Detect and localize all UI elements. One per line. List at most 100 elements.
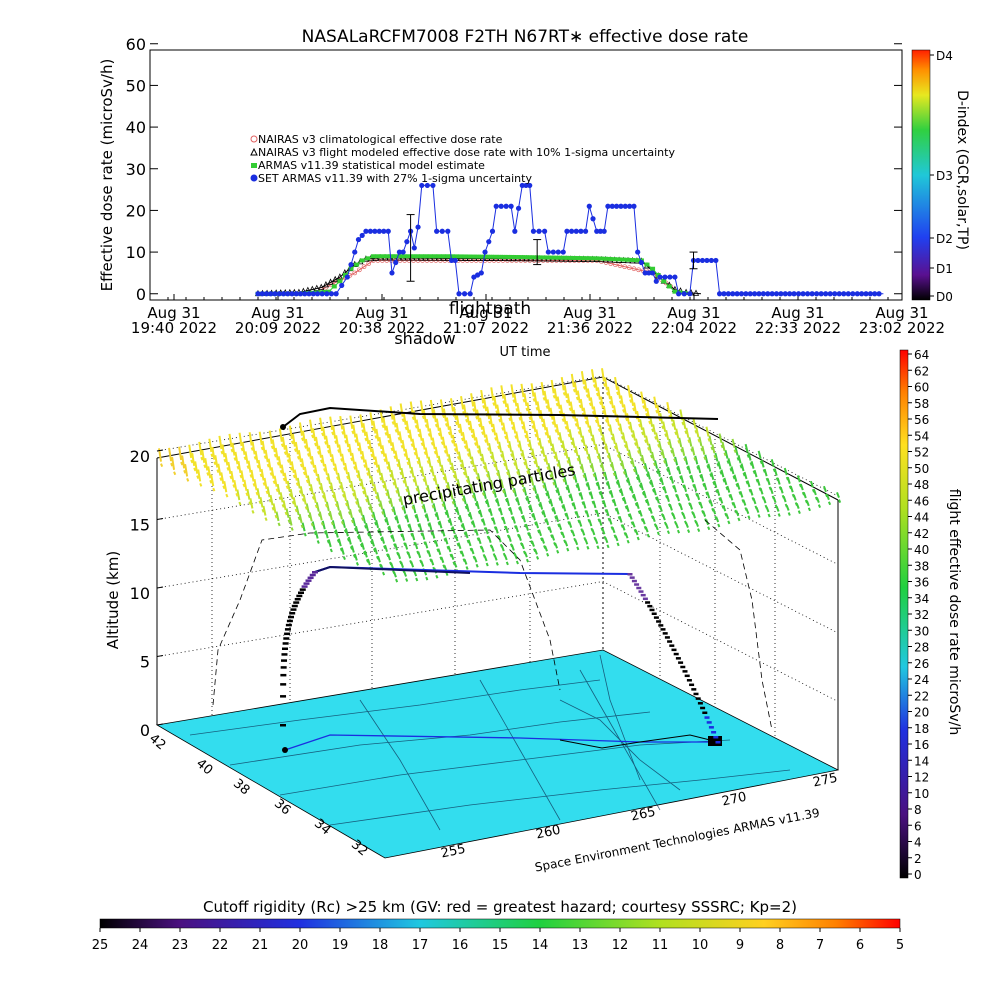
dose-rate-mark — [514, 435, 518, 439]
dose-rate-mark — [478, 484, 482, 488]
dose-rate-mark — [619, 400, 623, 405]
dose-rate-mark — [248, 432, 253, 446]
armas-model-point — [337, 279, 343, 284]
dose-rate-mark — [801, 491, 805, 496]
dose-rate-mark — [335, 501, 340, 511]
colorbar-tick-label: 16 — [914, 738, 929, 752]
dose-rate-mark — [432, 409, 437, 423]
dose-rate-mark — [536, 556, 540, 560]
dose-rate-mark — [206, 472, 210, 476]
dose-rate-mark — [599, 464, 603, 468]
dose-rate-mark — [642, 405, 646, 409]
dose-rate-mark — [437, 455, 442, 467]
armas-model-point — [585, 256, 591, 261]
dose-rate-mark — [290, 527, 294, 531]
dose-rate-mark — [606, 544, 610, 549]
descent-point — [640, 593, 646, 597]
dose-rate-mark — [762, 468, 766, 473]
dose-rate-mark — [409, 559, 413, 564]
set-armas-point — [508, 203, 514, 209]
set-armas-point — [430, 182, 436, 189]
armas-model-point — [405, 254, 411, 259]
dose-rate-mark — [488, 442, 493, 454]
dose-rate-mark — [696, 465, 700, 470]
dose-rate-mark — [560, 376, 565, 391]
dose-rate-mark — [537, 529, 541, 534]
dose-rate-mark — [354, 439, 358, 443]
dose-rate-mark — [699, 474, 703, 479]
dose-rate-mark — [580, 528, 584, 532]
dose-rate-mark — [554, 515, 558, 520]
dose-rate-mark — [329, 482, 334, 493]
dose-rate-mark — [592, 473, 596, 478]
dose-rate-mark — [633, 466, 638, 475]
dose-rate-mark — [641, 431, 645, 436]
dose-rate-mark — [555, 489, 559, 494]
dose-rate-mark — [518, 416, 522, 421]
dose-rate-mark — [567, 521, 571, 525]
dose-rate-mark — [463, 445, 468, 450]
dose-rate-mark — [578, 492, 582, 497]
dose-rate-mark — [524, 523, 528, 528]
dose-rate-mark — [217, 463, 222, 476]
dose-rate-mark — [678, 502, 682, 507]
cutoff-tick-label: 20 — [292, 938, 309, 953]
dose-rate-mark — [562, 391, 566, 396]
dose-rate-mark — [379, 563, 383, 568]
dose-rate-mark — [425, 418, 430, 432]
dose-rate-mark — [431, 504, 435, 509]
dose-rate-mark — [740, 463, 745, 472]
dose-rate-mark — [338, 444, 343, 457]
dose-rate-mark — [573, 537, 577, 542]
dose-rate-mark — [669, 476, 673, 481]
dose-rate-mark — [510, 453, 514, 458]
wall-grid-line — [156, 581, 839, 702]
dose-rate-mark — [275, 488, 279, 493]
dose-rate-mark — [621, 497, 625, 502]
dose-rate-mark — [675, 493, 679, 498]
dose-rate-mark — [435, 574, 439, 579]
dose-rate-mark — [247, 460, 252, 473]
dose-rate-mark — [433, 450, 437, 455]
armas-model-point — [370, 254, 376, 259]
dose-rate-mark — [477, 445, 482, 457]
nairas-flight-point — [336, 273, 344, 280]
dose-rate-mark — [304, 438, 309, 452]
dose-rate-mark — [346, 500, 350, 510]
dose-rate-mark — [657, 443, 661, 448]
climb-point — [282, 647, 288, 650]
dose-rate-mark — [649, 479, 654, 488]
dose-rate-mark — [422, 504, 427, 513]
dose-rate-mark — [339, 547, 343, 552]
x-tick-label-time: 20:38 2022 — [339, 319, 425, 337]
dose-rate-mark — [334, 440, 338, 445]
dose-rate-mark — [569, 401, 574, 414]
dose-rate-mark — [372, 511, 377, 521]
dose-rate-mark — [417, 457, 422, 468]
dose-rate-mark — [550, 447, 554, 452]
dose-rate-mark — [409, 470, 413, 474]
dose-rate-mark — [627, 449, 632, 460]
dose-rate-mark — [337, 512, 342, 516]
dose-rate-mark — [278, 428, 283, 442]
dose-rate-mark — [293, 469, 298, 481]
colorbar-tick-label: 8 — [914, 803, 922, 817]
dose-rate-mark — [383, 545, 387, 550]
cutoff-tick-label: 24 — [132, 938, 149, 953]
dose-rate-mark — [199, 483, 203, 487]
dose-rate-mark — [472, 555, 476, 560]
dose-rate-mark — [392, 570, 396, 574]
dose-rate-mark — [581, 435, 586, 447]
dose-rate-mark — [817, 504, 821, 509]
dose-rate-mark — [421, 505, 425, 510]
dose-rate-mark — [626, 413, 630, 425]
dose-rate-mark — [405, 420, 410, 434]
altitude-tick-label: 5 — [140, 653, 150, 672]
dose-rate-mark — [375, 428, 380, 442]
cutoff-tick-label: 7 — [816, 938, 824, 953]
dose-rate-mark — [529, 478, 533, 483]
dose-rate-mark — [558, 497, 562, 501]
dose-rate-mark — [577, 454, 582, 465]
legend-nairas-flight: NAIRAS v3 flight modeled effective dose … — [258, 146, 675, 159]
dose-rate-mark — [698, 436, 703, 447]
